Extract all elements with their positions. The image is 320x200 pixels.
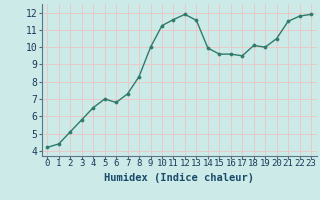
X-axis label: Humidex (Indice chaleur): Humidex (Indice chaleur) [104, 173, 254, 183]
